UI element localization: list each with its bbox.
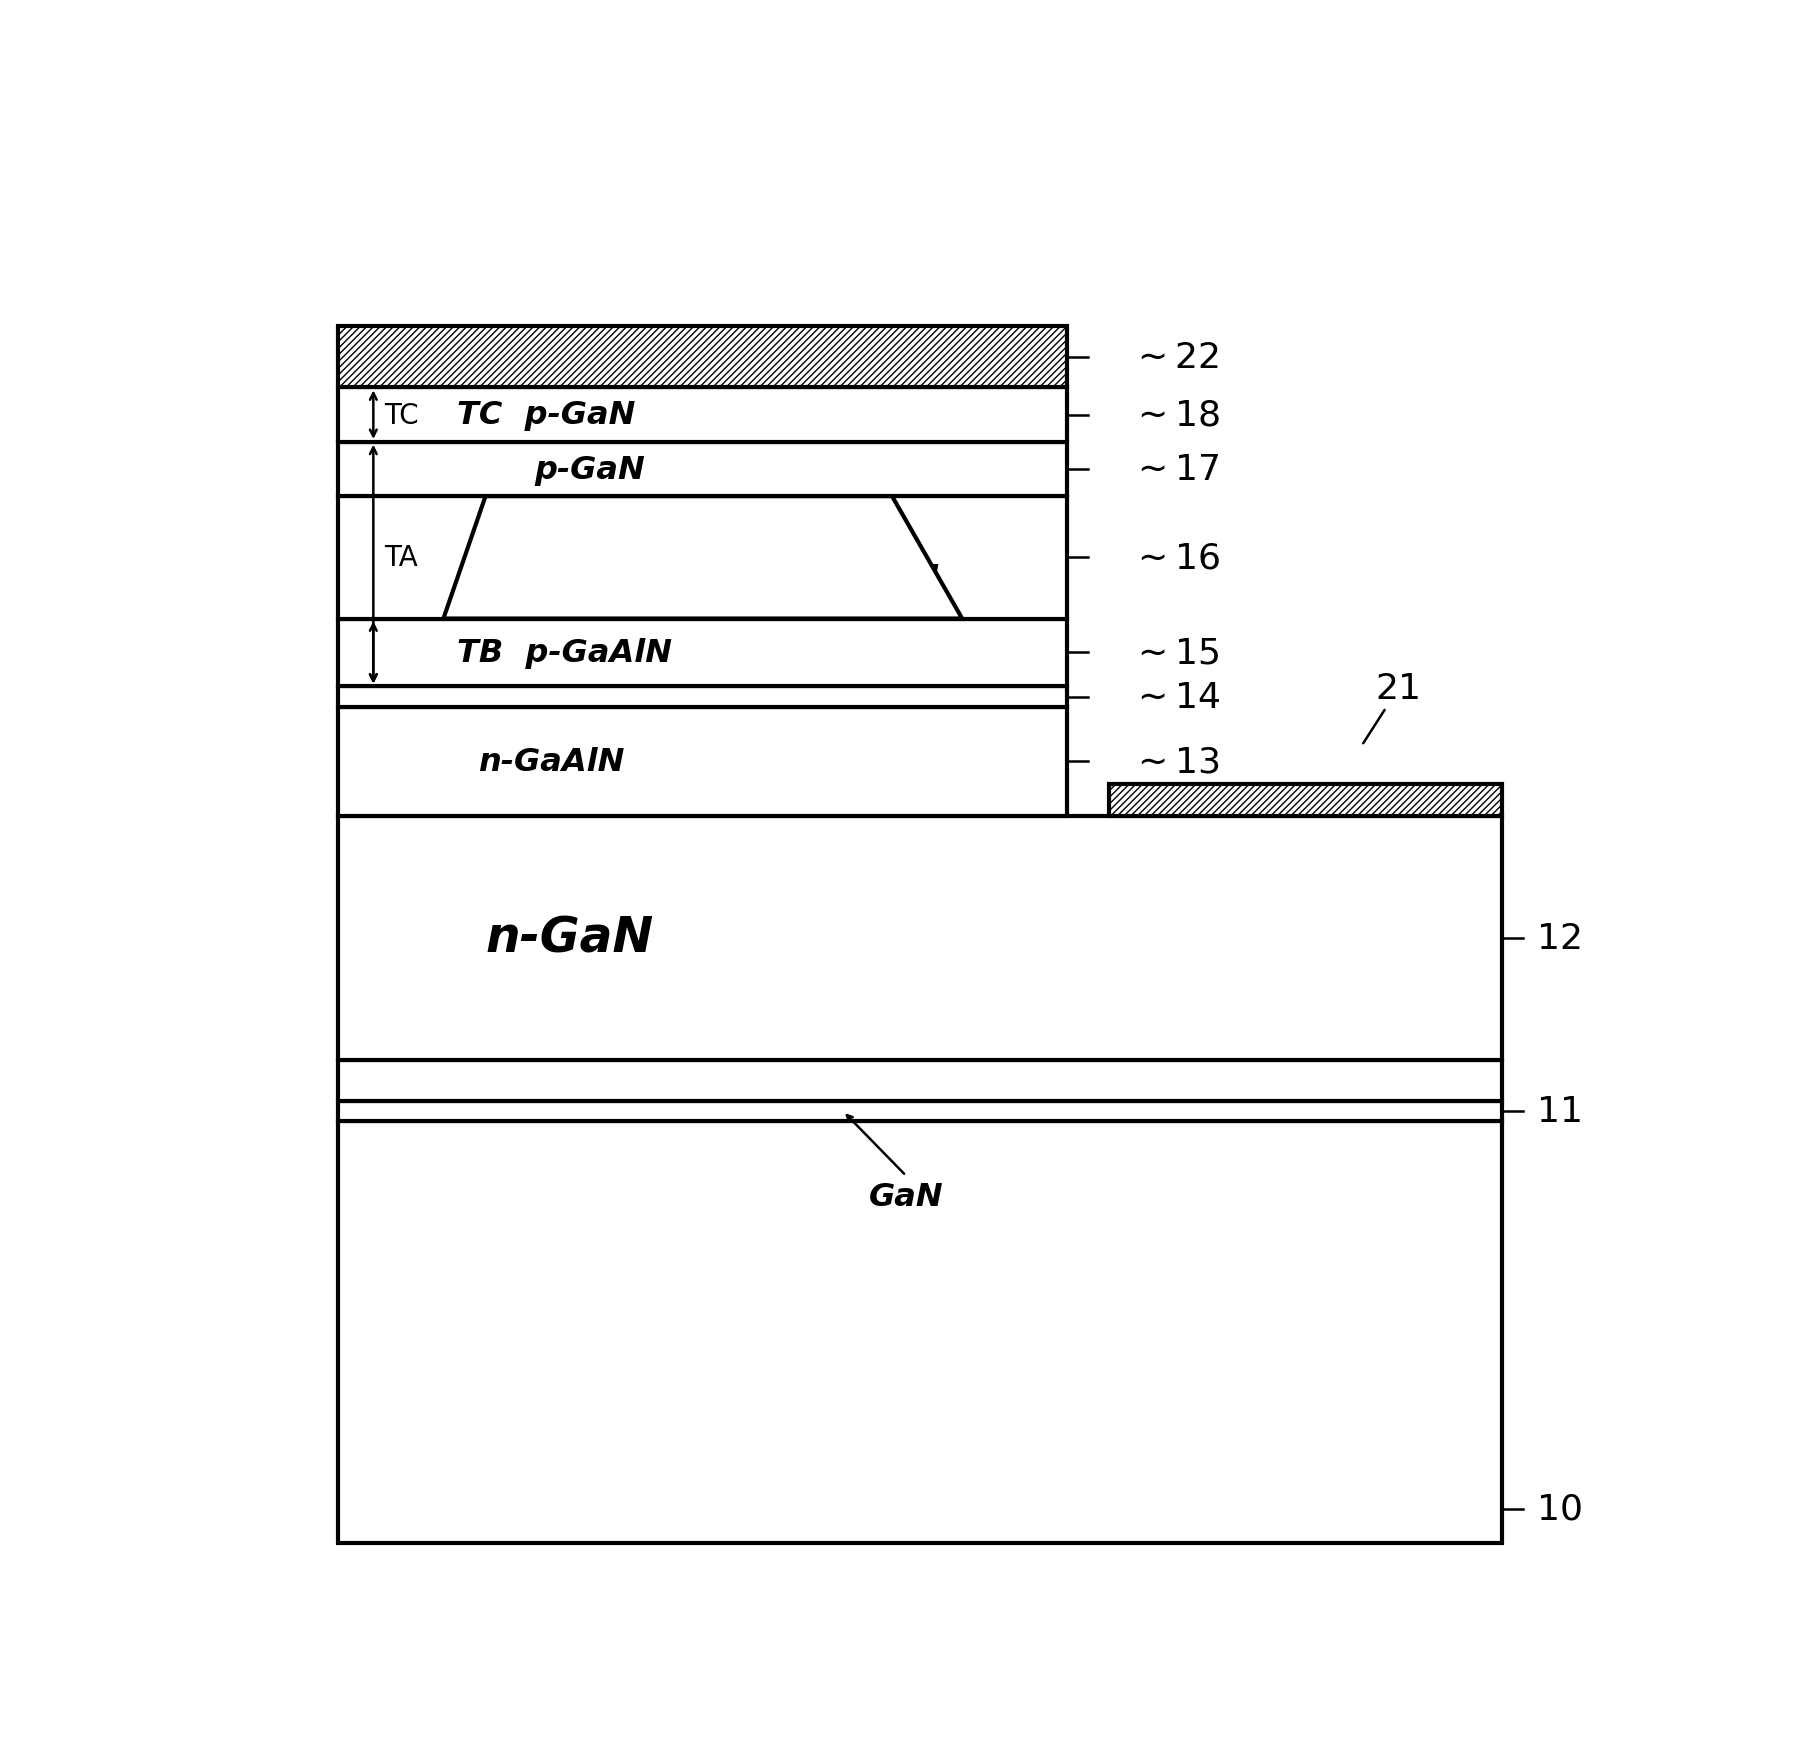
Bar bbox=[338, 619, 1067, 686]
Text: $\sim$22: $\sim$22 bbox=[1131, 340, 1219, 374]
Text: $\sim$18: $\sim$18 bbox=[1131, 399, 1221, 432]
Text: $\sim$16: $\sim$16 bbox=[1131, 542, 1221, 575]
Text: GaN: GaN bbox=[868, 1180, 944, 1212]
Text: n-GaN: n-GaN bbox=[485, 914, 653, 963]
Text: $\sim$14: $\sim$14 bbox=[1131, 681, 1221, 714]
Text: $\sim$17: $\sim$17 bbox=[1131, 453, 1219, 487]
Text: p-GaN: p-GaN bbox=[535, 455, 646, 485]
Text: 11: 11 bbox=[1538, 1094, 1583, 1129]
Text: $\sim$15: $\sim$15 bbox=[1131, 637, 1219, 670]
Text: n-GaN: n-GaN bbox=[843, 563, 939, 591]
Bar bbox=[338, 443, 1067, 497]
Text: TA: TA bbox=[385, 543, 418, 572]
Bar bbox=[338, 1122, 1501, 1544]
Bar bbox=[338, 1060, 1501, 1101]
Text: TB  p-GaAlN: TB p-GaAlN bbox=[458, 637, 673, 669]
Polygon shape bbox=[443, 497, 962, 619]
Text: 10: 10 bbox=[1538, 1492, 1583, 1526]
Text: 12: 12 bbox=[1538, 921, 1583, 956]
Text: TC  p-GaN: TC p-GaN bbox=[458, 400, 635, 430]
Text: n-GaAlN: n-GaAlN bbox=[478, 746, 624, 778]
Text: TC: TC bbox=[385, 402, 420, 429]
Text: 21: 21 bbox=[1364, 672, 1422, 744]
Bar bbox=[338, 497, 1067, 619]
Bar bbox=[338, 326, 1067, 388]
Bar bbox=[338, 1101, 1501, 1122]
Bar bbox=[338, 388, 1067, 443]
Bar bbox=[338, 688, 1067, 707]
Bar bbox=[338, 707, 1067, 817]
Text: p-GaN: p-GaN bbox=[550, 536, 660, 566]
Bar bbox=[338, 817, 1501, 1060]
Text: $\sim$13: $\sim$13 bbox=[1131, 744, 1219, 778]
Bar bbox=[1109, 785, 1501, 817]
